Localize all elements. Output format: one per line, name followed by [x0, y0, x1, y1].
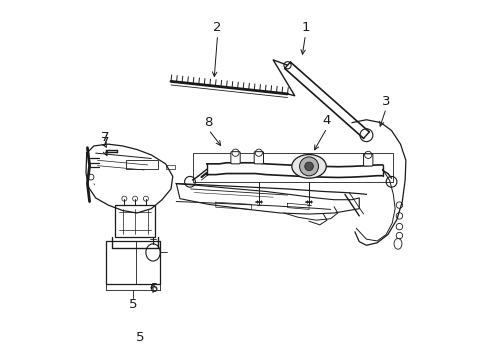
- Text: 5: 5: [136, 331, 144, 344]
- Bar: [115, 205, 155, 237]
- Text: 4: 4: [322, 114, 330, 127]
- FancyBboxPatch shape: [363, 154, 372, 166]
- Bar: [192, 153, 392, 182]
- Bar: [126, 160, 158, 169]
- Text: 3: 3: [381, 95, 389, 108]
- Text: 1: 1: [301, 21, 309, 34]
- Text: 7: 7: [100, 131, 109, 144]
- FancyBboxPatch shape: [230, 152, 240, 164]
- Text: 2: 2: [213, 21, 222, 34]
- Bar: [106, 241, 160, 284]
- Ellipse shape: [291, 154, 325, 178]
- Text: 8: 8: [204, 116, 212, 129]
- FancyBboxPatch shape: [254, 152, 263, 164]
- Circle shape: [304, 162, 313, 171]
- Bar: [165, 165, 174, 169]
- Circle shape: [299, 157, 318, 176]
- Text: 6: 6: [148, 282, 157, 295]
- Text: 5: 5: [129, 298, 137, 311]
- Text: 7: 7: [100, 136, 109, 149]
